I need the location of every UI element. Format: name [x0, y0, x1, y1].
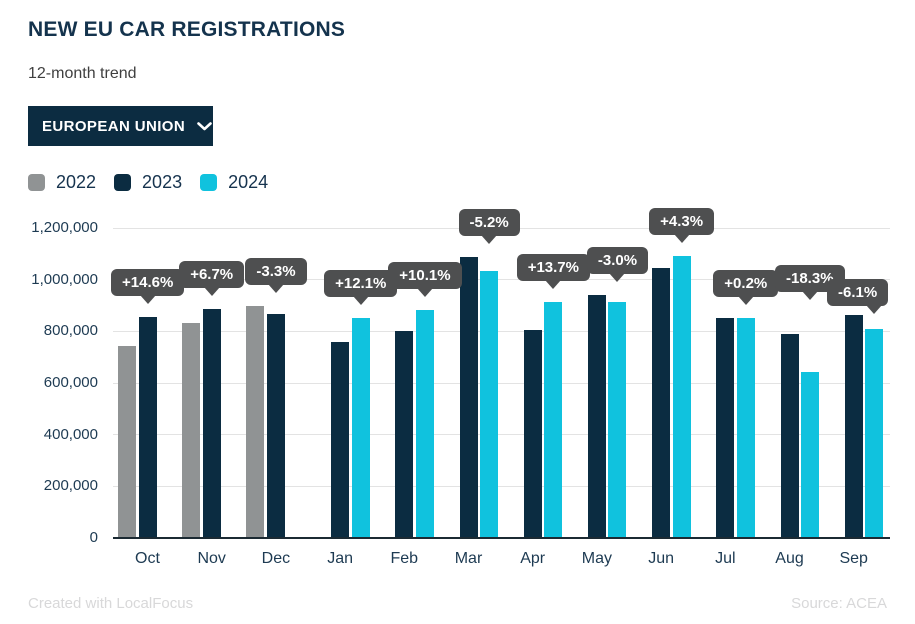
tooltip-apr: +13.7% [516, 253, 590, 281]
tooltip-jul: +0.2% [713, 269, 779, 297]
tooltip-pointer [203, 287, 220, 297]
bar-2023-nov[interactable] [202, 309, 221, 538]
source-text: Source: ACEA [791, 595, 887, 612]
x-axis-month-label: Mar [454, 550, 483, 567]
tooltip-mar: -5.2% [458, 208, 520, 236]
bar-2024-aug[interactable] [801, 371, 819, 538]
tooltip-pointer [352, 295, 369, 305]
bar-2023-oct[interactable] [138, 317, 157, 538]
legend-label-2024: 2024 [228, 172, 269, 192]
legend-item-2022[interactable]: 2022 [28, 172, 96, 193]
x-axis-month-label: Apr [520, 550, 546, 567]
legend-swatch-2023 [114, 174, 132, 191]
bar-2023-aug[interactable] [780, 334, 799, 538]
bar-2024-apr[interactable] [544, 301, 563, 538]
bar-2023-mar[interactable] [459, 256, 478, 538]
tooltip-pointer [866, 305, 883, 315]
bar-2022-oct[interactable] [118, 345, 136, 538]
tooltip-sep: -6.1% [827, 279, 889, 307]
y-axis-tick-label: 200,000 [43, 477, 98, 495]
bar-2023-sep[interactable] [844, 315, 863, 538]
bar-2023-jan[interactable] [331, 341, 350, 538]
tooltip-pointer [267, 284, 284, 294]
tooltip-pointer [609, 273, 626, 283]
chevron-down-icon [197, 121, 212, 131]
bar-2024-feb[interactable] [415, 309, 434, 538]
y-axis-tick-label: 800,000 [43, 322, 98, 340]
legend-item-2024[interactable]: 2024 [200, 172, 268, 193]
x-axis-line [113, 537, 890, 539]
legend-label-2022: 2022 [56, 172, 97, 192]
x-axis-month-label: Jan [327, 550, 353, 567]
tooltip-feb: +10.1% [388, 261, 462, 289]
tooltip-pointer [139, 295, 156, 305]
bar-2023-jul[interactable] [716, 318, 735, 538]
y-axis-tick-label: 1,200,000 [31, 219, 98, 236]
tooltip-pointer [481, 234, 497, 244]
x-axis-month-label: Aug [775, 550, 804, 567]
page-title: NEW EU CAR REGISTRATIONS [28, 18, 346, 41]
x-axis-month-label: Feb [390, 550, 419, 567]
chart-subtitle: 12-month trend [28, 65, 137, 82]
bar-2024-jun[interactable] [672, 256, 691, 538]
gridline [113, 279, 890, 281]
x-axis-month-label: Sep [839, 550, 868, 567]
bar-2024-mar[interactable] [480, 271, 498, 538]
legend-label-2023: 2023 [142, 172, 183, 192]
bar-2023-may[interactable] [587, 295, 606, 538]
tooltip-oct: +14.6% [111, 269, 185, 297]
y-axis-tick-label: 600,000 [43, 374, 98, 391]
x-axis-month-label: Nov [197, 550, 226, 567]
legend-swatch-2022 [28, 174, 45, 191]
y-axis-tick-label: 1,000,000 [31, 270, 98, 288]
x-axis-month-label: Jun [648, 550, 674, 567]
gridline [113, 485, 890, 487]
gridline [113, 434, 890, 436]
tooltip-pointer [673, 234, 690, 244]
y-axis-tick-label: 400,000 [43, 425, 98, 443]
tooltip-jan: +12.1% [324, 269, 398, 297]
bar-2023-dec[interactable] [266, 314, 285, 538]
gridline [113, 382, 890, 384]
bar-2023-feb[interactable] [395, 330, 414, 538]
legend-swatch-2024 [200, 174, 218, 191]
bar-2024-jul[interactable] [736, 317, 755, 538]
x-axis-month-label: Dec [261, 550, 291, 567]
legend: 2022 2023 2024 [28, 172, 268, 193]
credit-text: Created with LocalFocus [28, 595, 194, 612]
bar-2022-dec[interactable] [246, 306, 265, 538]
x-axis-month-label: Jul [715, 550, 736, 567]
legend-item-2023[interactable]: 2023 [114, 172, 182, 193]
tooltip-pointer [737, 295, 754, 305]
region-dropdown[interactable]: EUROPEAN UNION [28, 106, 213, 146]
bar-2023-jun[interactable] [652, 268, 671, 538]
bar-2024-sep[interactable] [865, 329, 884, 538]
tooltip-pointer [545, 279, 562, 289]
region-dropdown-label: EUROPEAN UNION [42, 117, 186, 135]
bar-2022-nov[interactable] [182, 323, 201, 538]
y-axis-tick-label: 0 [89, 529, 98, 546]
gridline [113, 330, 890, 332]
tooltip-nov: +6.7% [179, 261, 245, 289]
bar-2024-may[interactable] [608, 302, 627, 538]
x-axis-month-label: May [581, 550, 612, 567]
tooltip-jun: +4.3% [649, 208, 715, 236]
x-axis-month-label: Oct [135, 550, 160, 567]
tooltip-aug: -18.3% [775, 265, 845, 293]
tooltip-pointer [416, 287, 433, 297]
tooltip-pointer [802, 291, 818, 301]
tooltip-dec: -3.3% [245, 258, 307, 286]
bar-2023-apr[interactable] [523, 330, 542, 538]
bar-2024-jan[interactable] [351, 317, 370, 538]
tooltip-may: -3.0% [586, 247, 649, 275]
